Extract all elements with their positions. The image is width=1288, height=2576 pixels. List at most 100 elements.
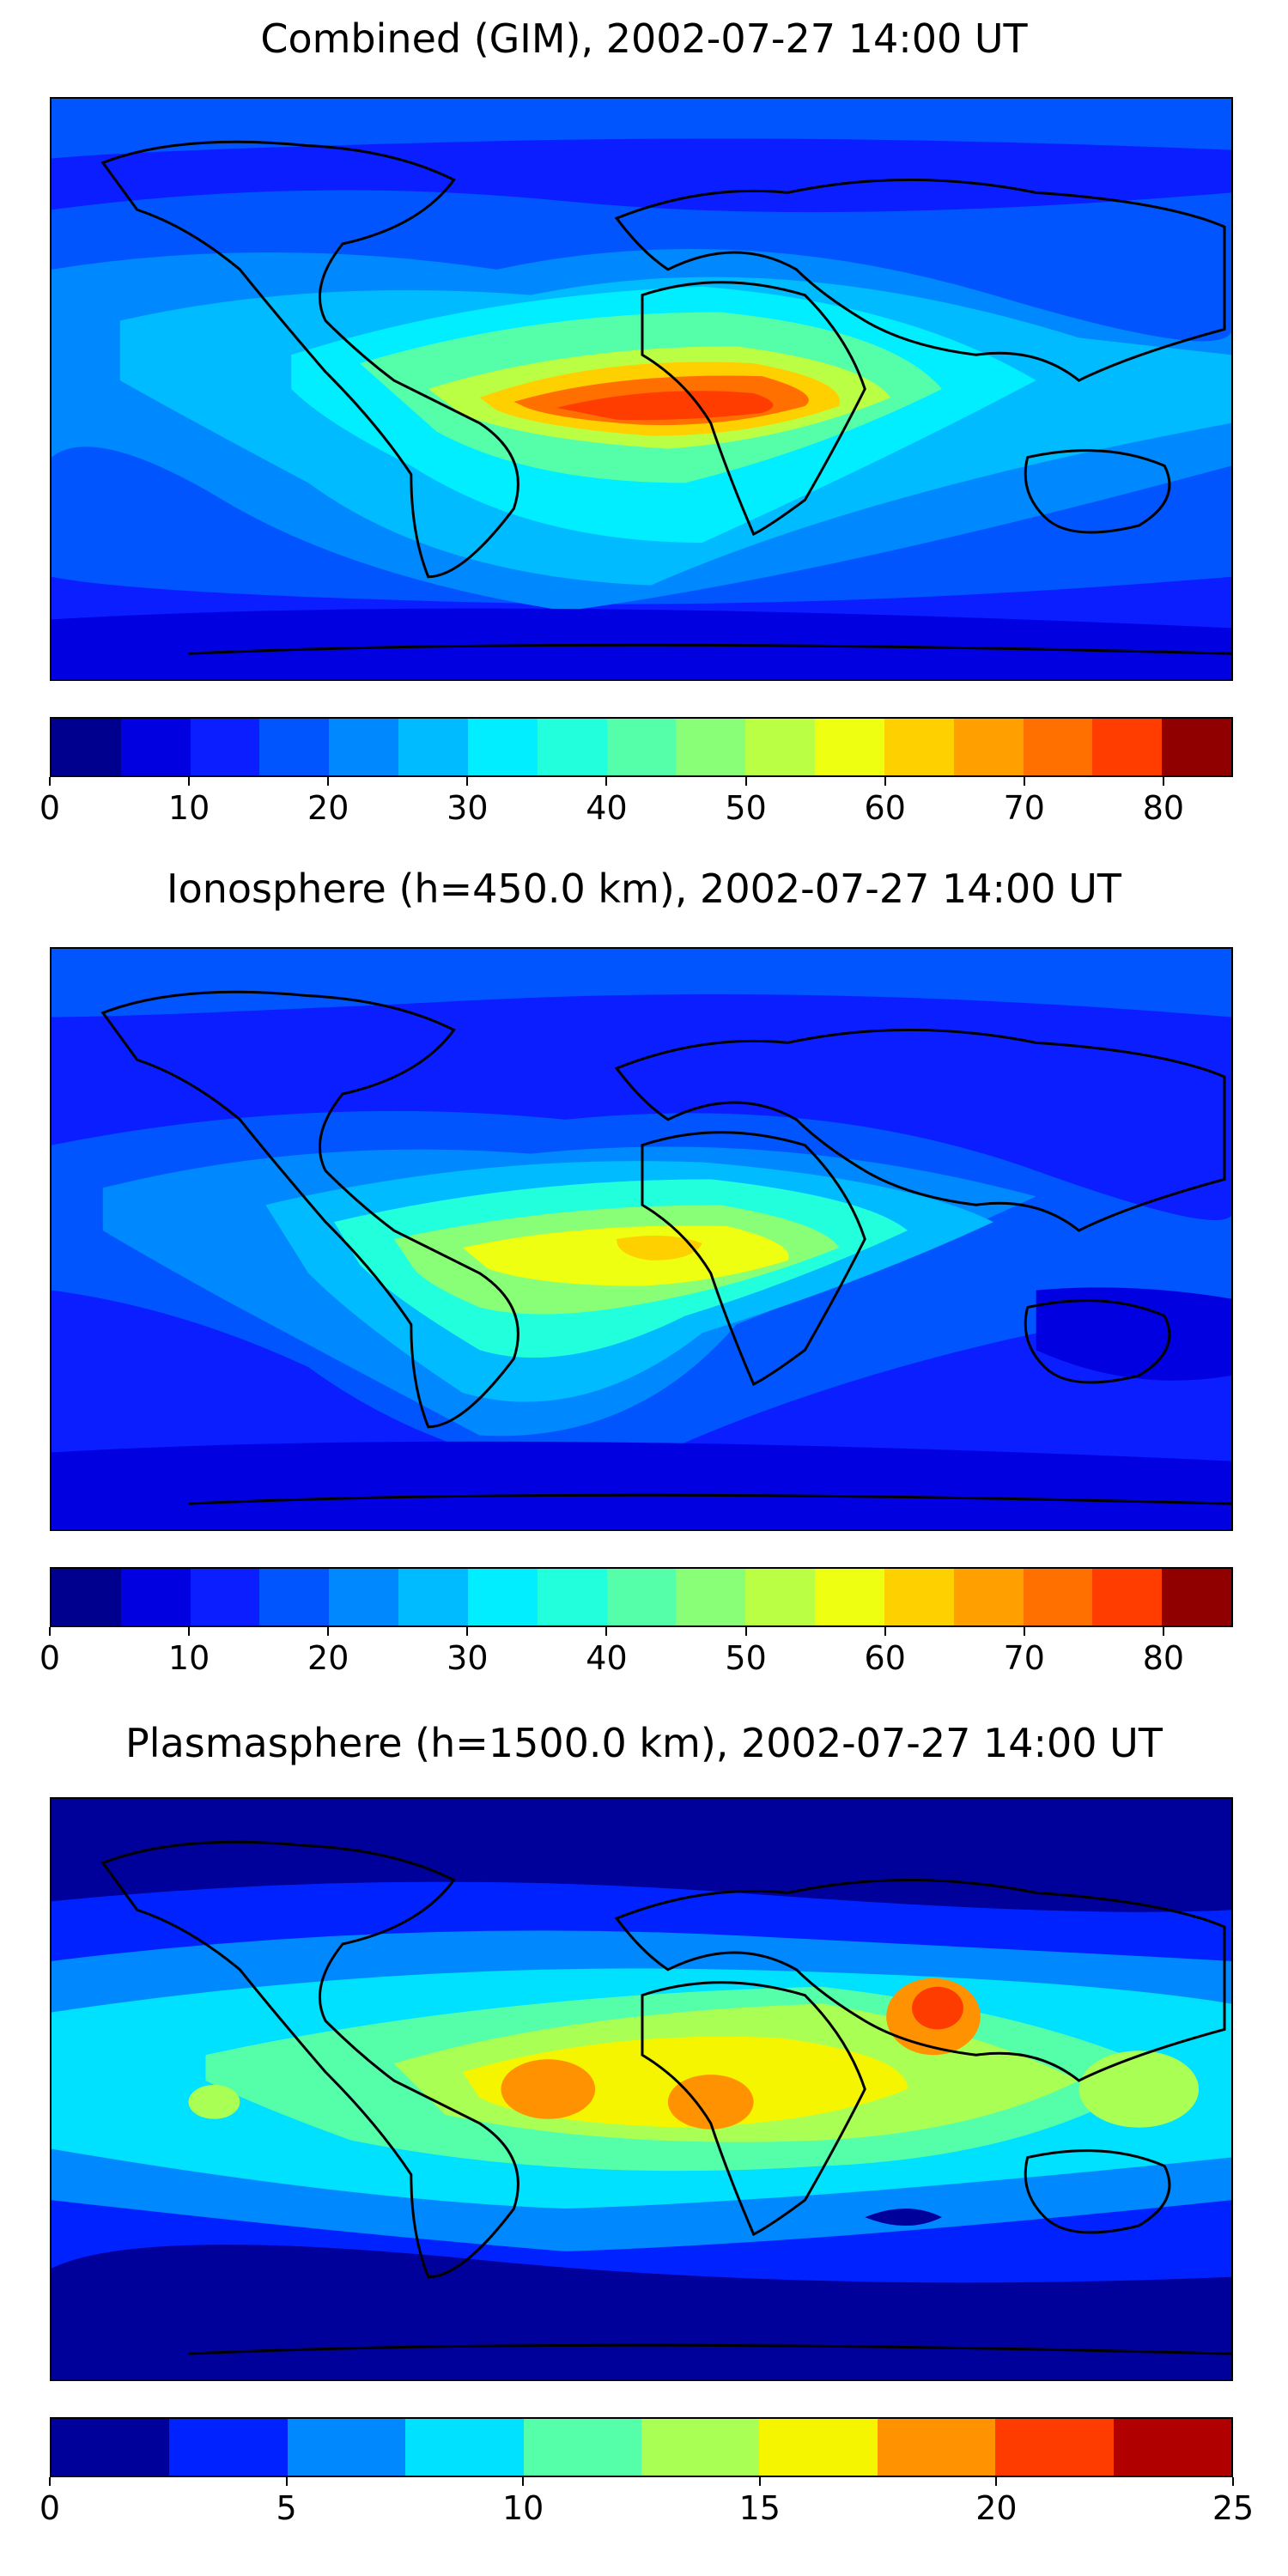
combined-contour-field	[52, 99, 1231, 679]
colorbar-tickmark	[1162, 1627, 1164, 1636]
cbar1-seg-15	[1092, 719, 1163, 775]
cbar1-seg-0	[52, 719, 121, 775]
colorbar-tick-label: 70	[1003, 1639, 1045, 1677]
panel3-title: Plasmasphere (h=1500.0 km), 2002-07-27 1…	[125, 1720, 1163, 1766]
colorbar-tick-label: 10	[502, 2489, 544, 2527]
cbar1-seg-8	[606, 719, 677, 775]
cbar2-seg-13	[953, 1569, 1024, 1625]
cbar2-seg-6	[467, 1569, 538, 1625]
cbar2-seg-11	[815, 1569, 884, 1625]
colorbar-tick-label: 20	[307, 1639, 349, 1677]
cbar2-seg-5	[398, 1569, 468, 1625]
colorbar-tick-label: 60	[864, 1639, 906, 1677]
colorbar-tickmark	[1023, 1627, 1025, 1636]
colorbar-tickmark	[1023, 777, 1025, 786]
colorbar-tick-label: 60	[864, 789, 906, 827]
cbar1-seg-9	[676, 719, 746, 775]
colorbar-tickmark	[605, 777, 608, 786]
ionosphere-contour-field	[52, 949, 1231, 1529]
cbar1-seg-3	[259, 719, 330, 775]
cbar3-seg-6	[759, 2419, 878, 2476]
panel1-title: Combined (GIM), 2002-07-27 14:00 UT	[260, 15, 1028, 62]
cbar2-seg-7	[537, 1569, 607, 1625]
cbar1-seg-11	[815, 719, 884, 775]
colorbar-tick-label: 0	[39, 2489, 61, 2527]
cbar1-seg-16	[1162, 719, 1232, 775]
colorbar-tick-label: 20	[975, 2489, 1018, 2527]
colorbar-tick-label: 20	[307, 789, 349, 827]
cbar2-seg-4	[329, 1569, 399, 1625]
colorbar-tick-label: 10	[167, 789, 210, 827]
colorbar-tickmark	[327, 1627, 330, 1636]
cbar3-seg-2	[287, 2419, 406, 2476]
ionosphere-colorbar	[50, 1567, 1233, 1627]
colorbar-tickmark	[49, 1627, 51, 1636]
colorbar-tickmark	[188, 1627, 191, 1636]
cbar3-seg-7	[877, 2419, 996, 2476]
colorbar-tickmark	[327, 777, 330, 786]
colorbar-tickmark	[285, 2477, 288, 2486]
cbar1-seg-4	[329, 719, 399, 775]
colorbar-tick-label: 5	[276, 2489, 297, 2527]
cbar3-seg-4	[523, 2419, 642, 2476]
colorbar-tickmark	[1232, 2477, 1234, 2486]
colorbar-tick-label: 40	[586, 789, 628, 827]
cbar2-seg-15	[1092, 1569, 1163, 1625]
cbar3-seg-1	[169, 2419, 288, 2476]
cbar1-seg-10	[745, 719, 816, 775]
cbar1-seg-5	[398, 719, 468, 775]
colorbar-tick-label: 80	[1142, 1639, 1185, 1677]
ionosphere-map	[50, 947, 1233, 1531]
colorbar-tick-label: 30	[447, 789, 489, 827]
colorbar-tickmark	[466, 1627, 469, 1636]
cbar2-seg-2	[190, 1569, 260, 1625]
colorbar-tickmark	[605, 1627, 608, 1636]
colorbar-tickmark	[744, 1627, 747, 1636]
colorbar-tickmark	[49, 2477, 51, 2486]
colorbar-tick-label: 15	[738, 2489, 781, 2527]
combined-map	[50, 97, 1233, 681]
colorbar-tickmark	[884, 777, 886, 786]
colorbar-tick-label: 10	[167, 1639, 210, 1677]
panel2-title: Ionosphere (h=450.0 km), 2002-07-27 14:0…	[167, 866, 1121, 912]
cbar2-seg-3	[259, 1569, 330, 1625]
colorbar-tick-label: 80	[1142, 789, 1185, 827]
cbar2-seg-16	[1162, 1569, 1232, 1625]
colorbar-tick-label: 40	[586, 1639, 628, 1677]
colorbar-tickmark	[188, 777, 191, 786]
colorbar-tick-label: 0	[39, 789, 61, 827]
cbar2-seg-1	[120, 1569, 191, 1625]
cbar1-seg-12	[884, 719, 954, 775]
colorbar-tick-label: 25	[1212, 2489, 1255, 2527]
cbar3-seg-8	[995, 2419, 1114, 2476]
colorbar-tickmark	[744, 777, 747, 786]
cbar3-seg-9	[1113, 2419, 1232, 2476]
colorbar-tick-label: 30	[447, 1639, 489, 1677]
cbar2-seg-8	[606, 1569, 677, 1625]
colorbar-tickmark	[758, 2477, 761, 2486]
colorbar-tickmark	[884, 1627, 886, 1636]
plasmasphere-colorbar	[50, 2417, 1233, 2477]
cbar3-seg-5	[641, 2419, 760, 2476]
cbar2-seg-10	[745, 1569, 816, 1625]
cbar3-seg-3	[405, 2419, 524, 2476]
cbar2-seg-12	[884, 1569, 954, 1625]
colorbar-tickmark	[1162, 777, 1164, 786]
cbar1-seg-13	[953, 719, 1024, 775]
colorbar-tick-label: 0	[39, 1639, 61, 1677]
cbar2-seg-9	[676, 1569, 746, 1625]
cbar1-seg-7	[537, 719, 607, 775]
colorbar-tick-label: 50	[725, 789, 767, 827]
colorbar-tick-label: 50	[725, 1639, 767, 1677]
colorbar-tickmark	[522, 2477, 525, 2486]
cbar3-seg-0	[52, 2419, 170, 2476]
plasmasphere-contour-field	[52, 1799, 1231, 2379]
colorbar-tickmark	[995, 2477, 998, 2486]
cbar2-seg-14	[1023, 1569, 1093, 1625]
colorbar-tick-label: 70	[1003, 789, 1045, 827]
cbar2-seg-0	[52, 1569, 121, 1625]
plasmasphere-map	[50, 1797, 1233, 2381]
colorbar-tickmark	[49, 777, 51, 786]
cbar1-seg-1	[120, 719, 191, 775]
combined-colorbar	[50, 717, 1233, 777]
